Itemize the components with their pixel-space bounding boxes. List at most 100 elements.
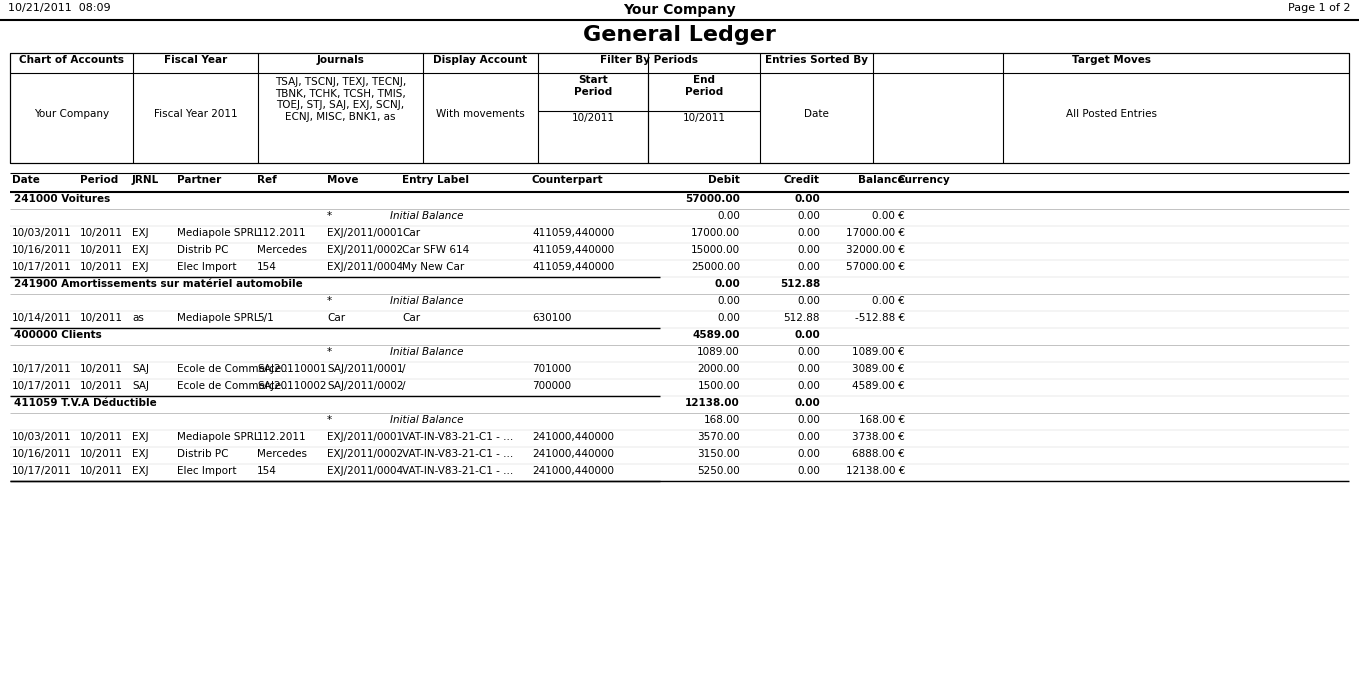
Text: Initial Balance: Initial Balance <box>390 296 463 306</box>
Text: Partner: Partner <box>177 175 222 185</box>
Text: *: * <box>328 296 332 306</box>
Text: 10/17/2011: 10/17/2011 <box>12 262 72 272</box>
Text: *: * <box>328 211 332 221</box>
Text: 5250.00: 5250.00 <box>697 466 741 476</box>
Text: 0.00: 0.00 <box>798 228 819 238</box>
Text: 241000,440000: 241000,440000 <box>531 432 614 442</box>
Text: SAJ20110002: SAJ20110002 <box>257 381 326 391</box>
Text: 0.00: 0.00 <box>718 313 741 323</box>
Text: 17000.00: 17000.00 <box>690 228 741 238</box>
Text: Filter By Periods: Filter By Periods <box>601 55 699 65</box>
Text: 0.00: 0.00 <box>798 432 819 442</box>
Text: 0.00 €: 0.00 € <box>872 211 905 221</box>
Text: Date: Date <box>12 175 39 185</box>
Text: Entry Label: Entry Label <box>402 175 469 185</box>
Text: 10/03/2011: 10/03/2011 <box>12 228 72 238</box>
Text: 3150.00: 3150.00 <box>697 449 741 459</box>
Text: 0.00: 0.00 <box>798 415 819 425</box>
Text: EXJ: EXJ <box>132 466 148 476</box>
Text: 57000.00 €: 57000.00 € <box>847 262 905 272</box>
Text: 4589.00: 4589.00 <box>693 330 741 340</box>
Text: 0.00: 0.00 <box>794 398 819 408</box>
Text: EXJ: EXJ <box>132 449 148 459</box>
Text: Distrib PC: Distrib PC <box>177 245 228 255</box>
Text: 1089.00: 1089.00 <box>697 347 741 357</box>
Text: 3570.00: 3570.00 <box>697 432 741 442</box>
Text: EXJ/2011/0004: EXJ/2011/0004 <box>328 466 404 476</box>
Text: 2000.00: 2000.00 <box>697 364 741 374</box>
Text: Fiscal Year 2011: Fiscal Year 2011 <box>154 109 238 119</box>
Text: 3738.00 €: 3738.00 € <box>852 432 905 442</box>
Text: 3089.00 €: 3089.00 € <box>852 364 905 374</box>
Text: Balance: Balance <box>859 175 905 185</box>
Text: Mediapole SPRL: Mediapole SPRL <box>177 313 260 323</box>
Text: Fiscal Year: Fiscal Year <box>164 55 227 65</box>
Text: 411059,440000: 411059,440000 <box>531 245 614 255</box>
Text: 0.00: 0.00 <box>718 211 741 221</box>
Text: 10/2011: 10/2011 <box>80 228 124 238</box>
Text: 168.00 €: 168.00 € <box>859 415 905 425</box>
Text: JRNL: JRNL <box>132 175 159 185</box>
Text: 154: 154 <box>257 262 277 272</box>
Text: 0.00: 0.00 <box>798 449 819 459</box>
Text: 0.00: 0.00 <box>798 262 819 272</box>
Text: EXJ/2011/0001: EXJ/2011/0001 <box>328 432 404 442</box>
Text: 0.00: 0.00 <box>798 347 819 357</box>
Text: Mediapole SPRL: Mediapole SPRL <box>177 432 260 442</box>
Text: 1089.00 €: 1089.00 € <box>852 347 905 357</box>
Text: Counterpart: Counterpart <box>531 175 603 185</box>
Text: Target Moves: Target Moves <box>1071 55 1151 65</box>
Text: 0.00: 0.00 <box>798 296 819 306</box>
Text: Debit: Debit <box>708 175 741 185</box>
Text: 0.00: 0.00 <box>798 364 819 374</box>
Text: 0.00 €: 0.00 € <box>872 296 905 306</box>
Text: /: / <box>402 381 405 391</box>
Text: Your Company: Your Company <box>34 109 109 119</box>
Text: Car SFW 614: Car SFW 614 <box>402 245 469 255</box>
Text: Display Account: Display Account <box>434 55 527 65</box>
Text: End
Period: End Period <box>685 75 723 97</box>
Bar <box>10 53 1349 163</box>
Text: Mediapole SPRL: Mediapole SPRL <box>177 228 260 238</box>
Text: 10/2011: 10/2011 <box>80 432 124 442</box>
Text: 241000,440000: 241000,440000 <box>531 466 614 476</box>
Text: SAJ: SAJ <box>132 381 149 391</box>
Text: Elec Import: Elec Import <box>177 466 236 476</box>
Text: 10/2011: 10/2011 <box>80 245 124 255</box>
Text: Elec Import: Elec Import <box>177 262 236 272</box>
Text: 154: 154 <box>257 466 277 476</box>
Text: 411059,440000: 411059,440000 <box>531 228 614 238</box>
Text: 10/2011: 10/2011 <box>80 313 124 323</box>
Text: 0.00: 0.00 <box>794 330 819 340</box>
Text: 241000,440000: 241000,440000 <box>531 449 614 459</box>
Text: Page 1 of 2: Page 1 of 2 <box>1288 3 1351 13</box>
Text: 0.00: 0.00 <box>798 381 819 391</box>
Text: 112.2011: 112.2011 <box>257 432 307 442</box>
Text: Move: Move <box>328 175 359 185</box>
Text: SAJ20110001: SAJ20110001 <box>257 364 326 374</box>
Text: 12138.00: 12138.00 <box>685 398 741 408</box>
Text: /: / <box>402 364 405 374</box>
Text: Currency: Currency <box>897 175 950 185</box>
Text: 17000.00 €: 17000.00 € <box>847 228 905 238</box>
Text: Credit: Credit <box>784 175 819 185</box>
Text: Journals: Journals <box>317 55 364 65</box>
Text: 10/2011: 10/2011 <box>80 262 124 272</box>
Text: 700000: 700000 <box>531 381 571 391</box>
Text: Ecole de Commerce...: Ecole de Commerce... <box>177 381 291 391</box>
Text: EXJ/2011/0002: EXJ/2011/0002 <box>328 245 404 255</box>
Text: 57000.00: 57000.00 <box>685 194 741 204</box>
Text: EXJ/2011/0001: EXJ/2011/0001 <box>328 228 404 238</box>
Text: 112.2011: 112.2011 <box>257 228 307 238</box>
Text: 10/03/2011: 10/03/2011 <box>12 432 72 442</box>
Text: Car: Car <box>402 228 420 238</box>
Text: EXJ: EXJ <box>132 245 148 255</box>
Text: EXJ: EXJ <box>132 432 148 442</box>
Text: 701000: 701000 <box>531 364 571 374</box>
Text: All Posted Entries: All Posted Entries <box>1065 109 1157 119</box>
Text: 10/2011: 10/2011 <box>572 113 614 123</box>
Text: Car: Car <box>328 313 345 323</box>
Text: Initial Balance: Initial Balance <box>390 211 463 221</box>
Text: General Ledger: General Ledger <box>583 25 776 45</box>
Text: 168.00: 168.00 <box>704 415 741 425</box>
